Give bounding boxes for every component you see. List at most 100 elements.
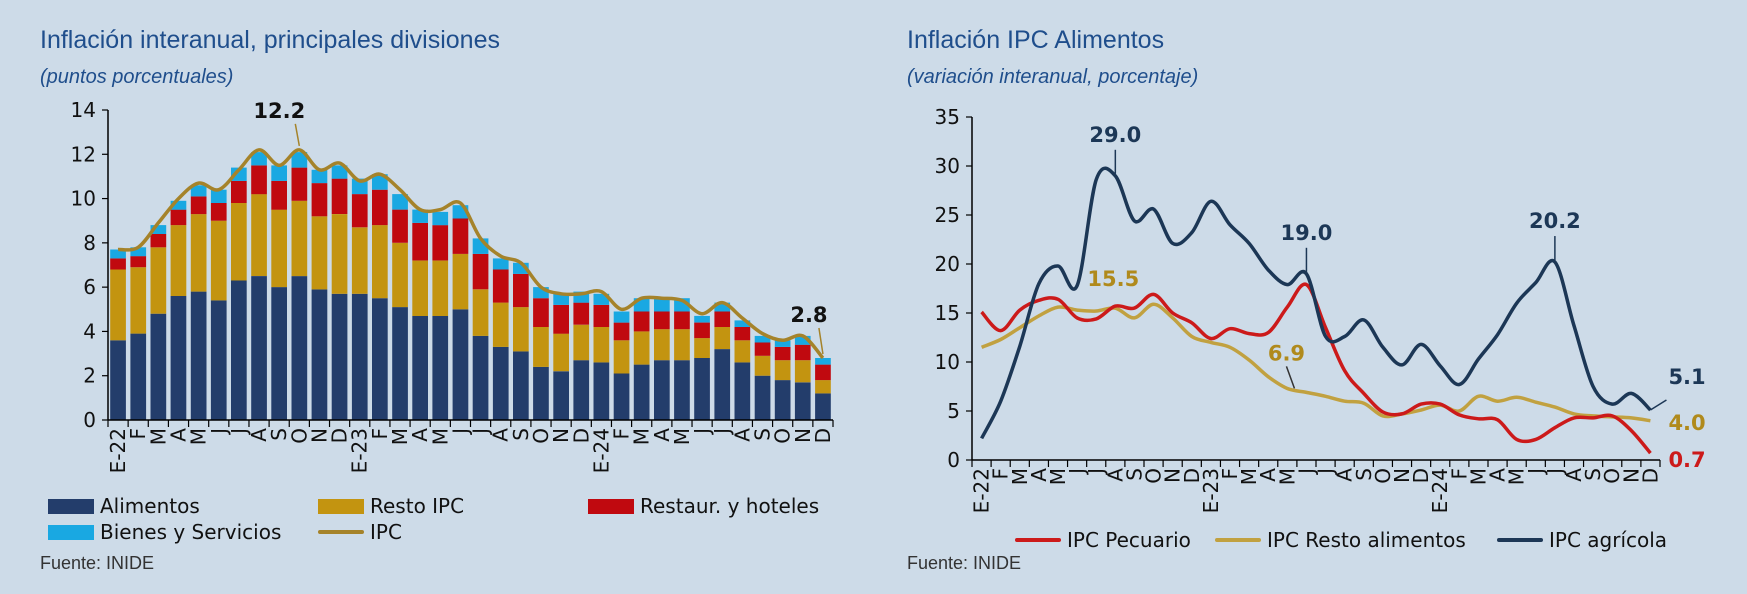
left-y-tick-label: 4 [83,319,96,343]
right-x-tick-label: M [1237,468,1261,485]
right-chart-title: Inflación IPC Alimentos [907,26,1165,54]
bar-restaur-y-hoteles [291,167,308,201]
bar-alimentos [593,362,610,420]
left-x-tick-label: J [227,428,251,436]
right-x-tick-label: A [1562,468,1586,482]
bar-restaur-y-hoteles [553,304,569,334]
bar-alimentos [553,371,569,420]
bar-restaur-y-hoteles [694,322,710,339]
legend-item-bienes: Bienes y Servicios [48,520,281,544]
bar-alimentos [654,360,670,420]
right-x-tick-label: M [1008,468,1032,485]
annotation-label: 6.9 [1268,341,1305,365]
bar-alimentos [432,315,449,420]
right-x-tick-label: M [1046,468,1070,485]
left-x-tick-label: E-23 [348,428,372,473]
bar-alimentos [714,349,731,420]
right-x-tick-label: A [1027,468,1051,482]
right-x-tick-label: A [1333,468,1357,482]
bar-restaur-y-hoteles [633,311,650,332]
left-x-tick-label: M [670,428,694,445]
bar-bienes-y-servicios [251,152,267,166]
bar-resto-ipc [774,360,791,381]
bar-resto-ipc [251,194,267,276]
bar-resto-ipc [291,200,308,277]
bar-restaur-y-hoteles [714,311,731,327]
annotation-leader [1285,366,1296,389]
right-chart-subtitle: (variación interanual, porcentaje) [907,66,1199,88]
legend-item-agricola: IPC agrícola [1497,528,1667,552]
left-chart-title: Inflación interanual, principales divisi… [40,26,500,54]
left-x-tick-label: M [146,428,170,445]
right-x-tick-label: E-22 [970,468,994,513]
annotation-label: 19.0 [1281,221,1333,245]
bar-bienes-y-servicios [533,287,549,299]
bar-bienes-y-servicios [573,291,590,303]
bar-bienes-y-servicios [372,174,388,190]
right-x-tick-label: S [1352,468,1376,481]
bar-restaur-y-hoteles [472,253,489,290]
right-x-tick-label: J [1524,468,1548,476]
right-x-tick-label: A [1256,468,1280,482]
left-x-tick-label: F [126,428,150,440]
right-x-tick-label: M [1275,468,1299,485]
bar-alimentos [472,335,489,420]
bar-restaur-y-hoteles [654,311,670,330]
right-x-tick-label: D [1409,468,1433,483]
bar-alimentos [674,360,690,420]
bar-bienes-y-servicios [231,167,247,181]
left-x-tick-label: A [489,428,513,442]
legend-label-pecuario: IPC Pecuario [1067,528,1191,552]
legend-label-restaur: Restaur. y hoteles [640,494,820,518]
right-x-tick-label: M [1466,468,1490,485]
left-x-tick-label: N [308,428,332,443]
bar-alimentos [533,366,549,420]
left-x-tick-label: M [187,428,211,445]
bar-resto-ipc [674,329,690,361]
bar-restaur-y-hoteles [251,165,267,195]
legend-item-restaur: Restaur. y hoteles [588,494,819,518]
left-x-tick-label: O [529,428,553,444]
bar-restaur-y-hoteles [110,258,126,270]
bar-resto-ipc [613,340,630,374]
left-x-tick-label: E-22 [106,428,130,473]
annotation-label: 0.7 [1668,448,1705,472]
bar-resto-ipc [412,260,428,316]
bar-resto-ipc [714,327,731,350]
bar-bienes-y-servicios [794,335,811,345]
bar-resto-ipc [392,242,408,308]
annotation-label: 12.2 [253,99,305,123]
ipc-resto-alimentos-line [980,302,1651,423]
bar-bienes-y-servicios [412,209,428,223]
bar-resto-ipc [311,216,328,290]
bar-resto-ipc [794,360,811,383]
right-x-tick-label: N [1390,468,1414,483]
bar-bienes-y-servicios [311,169,328,184]
bar-resto-ipc [734,340,751,363]
left-x-tick-label: J [469,428,493,436]
bar-resto-ipc [190,214,207,292]
legend-label-resto-ipc: Resto IPC [370,494,465,518]
bar-bienes-y-servicios [351,178,368,195]
annotation-leader [818,327,824,355]
bar-resto-ipc [110,269,126,341]
left-x-tick-label: O [287,428,311,444]
legend-swatch-bienes [48,524,94,540]
right-x-tick-label: M [1505,468,1529,485]
bar-resto-ipc [150,247,167,314]
bar-bienes-y-servicios [331,165,348,179]
bar-bienes-y-servicios [130,247,147,257]
annotation-label: 15.5 [1087,267,1139,291]
left-y-tick-label: 12 [71,142,96,166]
right-x-tick-label: J [1084,468,1108,476]
right-y-tick-label: 30 [935,154,960,178]
bar-bienes-y-servicios [815,358,831,365]
bar-bienes-y-servicios [734,320,751,327]
right-y-tick-label: 20 [935,252,960,276]
left-x-tick-label: D [811,428,835,443]
legend-label-resto-alimentos: IPC Resto alimentos [1267,528,1466,552]
bar-resto-ipc [815,380,831,394]
bar-alimentos [412,315,428,420]
legend-item-pecuario: IPC Pecuario [1015,528,1191,552]
